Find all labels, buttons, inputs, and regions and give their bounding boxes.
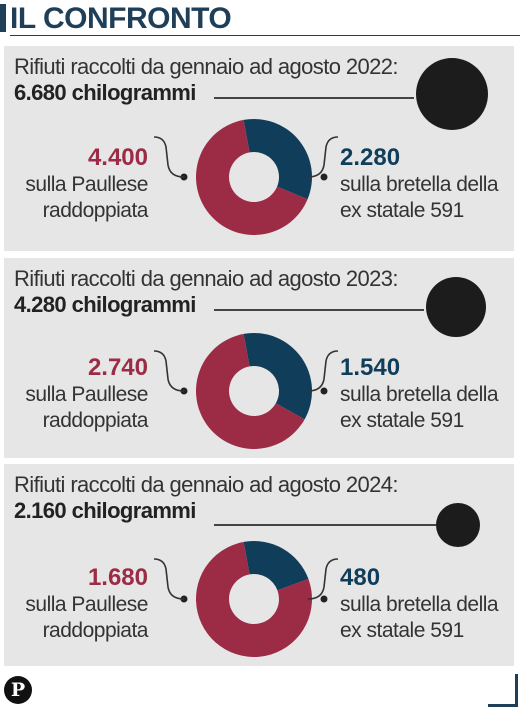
- bretella-label: sulla bretella della ex statale 591: [340, 173, 499, 222]
- bretella-value: 1.540: [340, 354, 401, 381]
- corner-mark-vertical: [515, 674, 518, 707]
- panel-2022: Rifiuti raccolti da gennaio ad agosto 20…: [4, 46, 514, 251]
- donut-chart-2023: [180, 333, 328, 449]
- panel-lead: Rifiuti raccolti da gennaio ad agosto 20…: [14, 54, 399, 79]
- panel-lead: Rifiuti raccolti da gennaio ad agosto 20…: [14, 472, 399, 497]
- panel-total: 2.160 chilogrammi: [14, 498, 196, 523]
- header-rule: [10, 35, 520, 36]
- right-connector-dot: [320, 595, 328, 603]
- panel-2023: Rifiuti raccolti da gennaio ad agosto 20…: [4, 258, 514, 458]
- panel-total: 4.280 chilogrammi: [14, 292, 196, 317]
- panel-2024: Rifiuti raccolti da gennaio ad agosto 20…: [4, 464, 514, 666]
- paullese-label: sulla Paullese raddoppiata: [25, 383, 148, 432]
- total-size-dot: [416, 58, 488, 130]
- total-size-dot: [426, 277, 486, 337]
- donut-chart-2022: [180, 119, 328, 235]
- left-connector-dot: [180, 173, 188, 181]
- publisher-logo: P: [4, 676, 32, 704]
- header-accent-bar: [0, 4, 6, 32]
- total-leader-line: [214, 309, 424, 311]
- left-connector-dot: [180, 387, 188, 395]
- paullese-value: 1.680: [87, 564, 148, 591]
- donut-slice-bretella: [243, 541, 309, 591]
- donut-slice-bretella: [243, 333, 312, 420]
- paullese-value: 4.400: [87, 144, 148, 171]
- donut-slice-paullese: [196, 119, 308, 235]
- paullese-value: 2.740: [87, 354, 148, 381]
- total-leader-line: [214, 97, 414, 99]
- donut-chart-2024: [180, 541, 328, 657]
- left-connector-dot: [180, 595, 188, 603]
- right-connector-dot: [320, 387, 328, 395]
- paullese-label: sulla Paullese raddoppiata: [25, 593, 148, 642]
- corner-mark: [488, 704, 518, 707]
- paullese-label: sulla Paullese raddoppiata: [25, 173, 148, 222]
- page-title: IL CONFRONTO: [10, 2, 232, 35]
- panel-total: 6.680 chilogrammi: [14, 80, 196, 105]
- panel-lead: Rifiuti raccolti da gennaio ad agosto 20…: [14, 266, 399, 291]
- bretella-label: sulla bretella della ex statale 591: [340, 593, 499, 642]
- donut-slice-paullese: [196, 333, 305, 449]
- donut-slice-paullese: [196, 541, 312, 657]
- header: IL CONFRONTO: [0, 0, 520, 38]
- bretella-value: 2.280: [340, 144, 401, 171]
- right-connector-dot: [320, 173, 328, 181]
- total-leader-line: [214, 524, 436, 526]
- bretella-label: sulla bretella della ex statale 591: [340, 383, 499, 432]
- donut-slice-bretella: [243, 119, 312, 200]
- total-size-dot: [436, 503, 480, 547]
- bretella-value: 480: [340, 564, 381, 591]
